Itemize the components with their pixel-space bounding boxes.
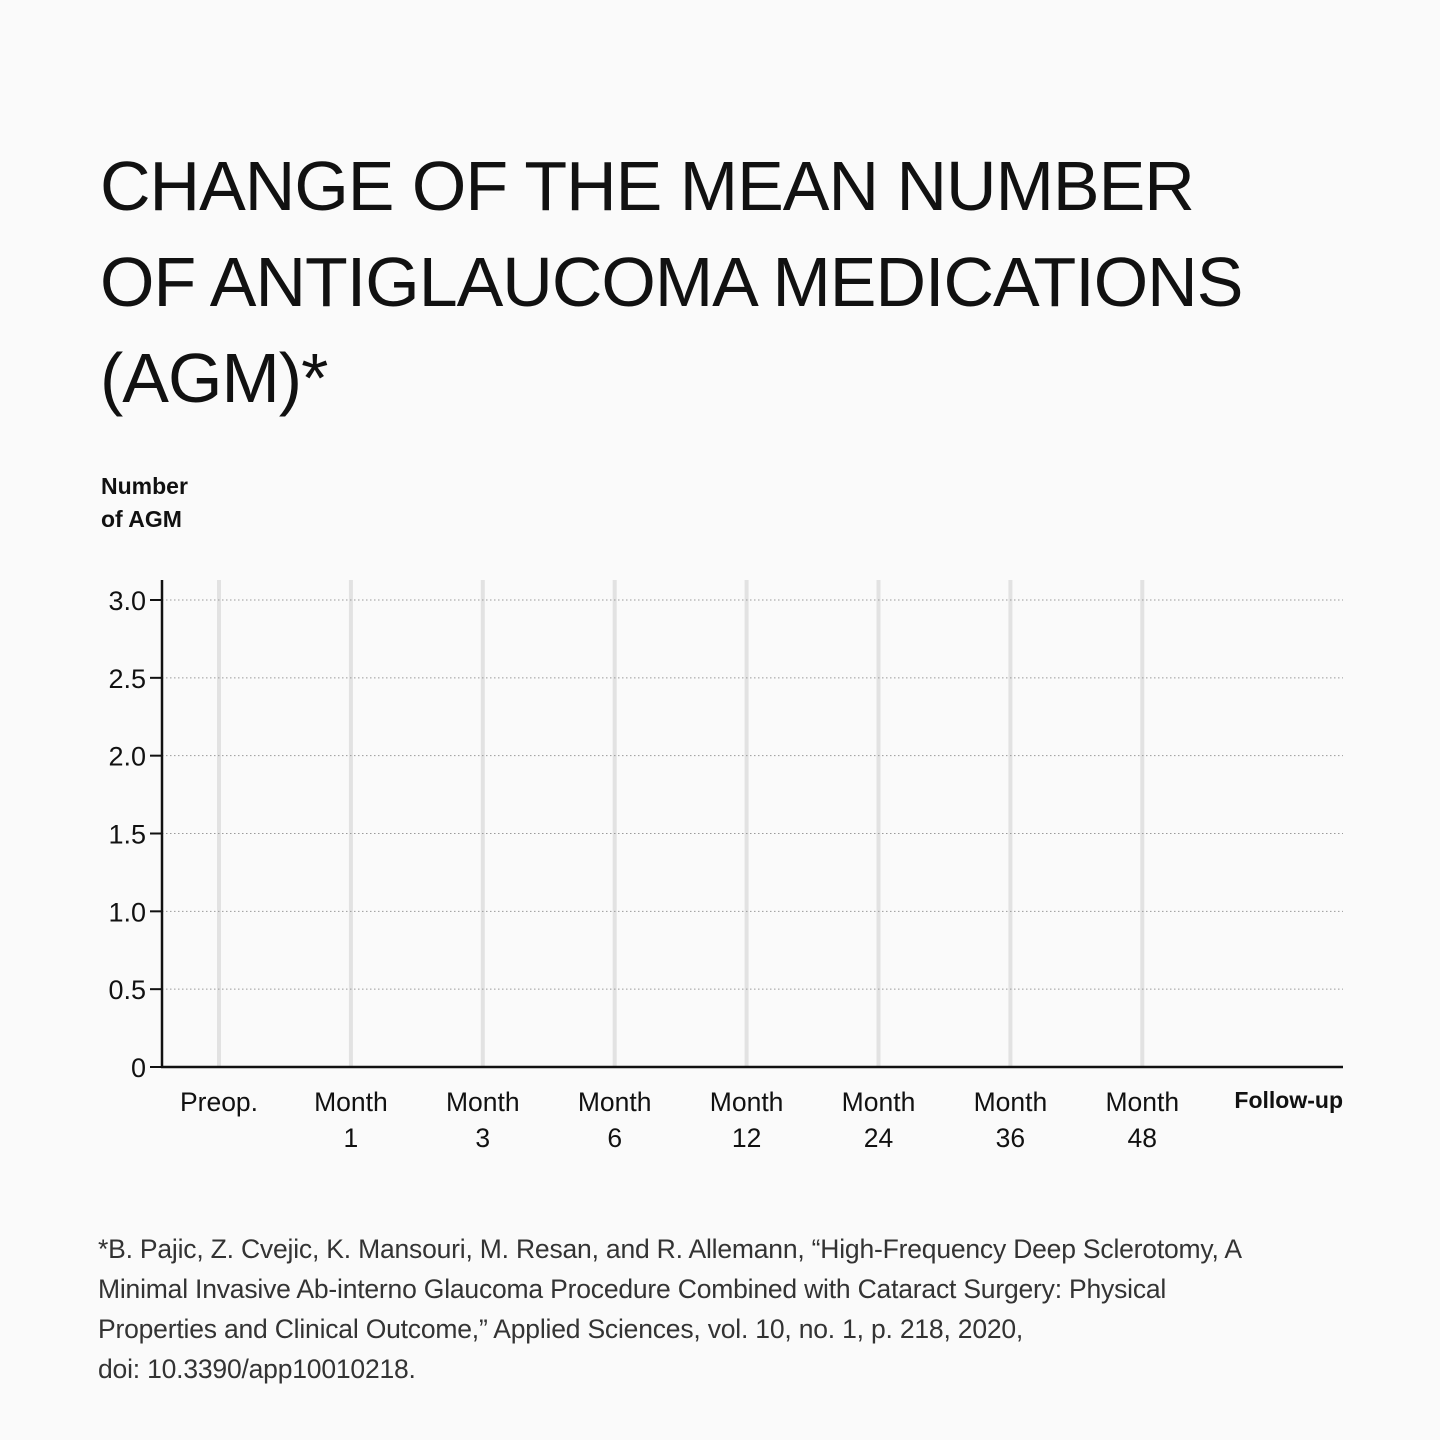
footnote-line: Minimal Invasive Ab-interno Glaucoma Pro…: [98, 1274, 1167, 1304]
x-tick-label-line: 48: [1128, 1123, 1157, 1153]
x-tick-label: Month 1: [314, 1087, 388, 1153]
y-tick-label: 0.5: [108, 975, 146, 1005]
chart-title: CHANGE OF THE MEAN NUMBER OF ANTIGLAUCOM…: [100, 138, 1360, 426]
x-tick-label-line: Month: [578, 1087, 652, 1117]
x-tick-label: Month 36: [974, 1087, 1048, 1153]
x-tick-label: Month 12: [710, 1087, 784, 1153]
y-tick-label: 0: [131, 1053, 146, 1083]
x-tick-label-line: 3: [475, 1123, 490, 1153]
footnote-line: doi: 10.3390/app10010218.: [98, 1354, 416, 1384]
y-tick-label: 3.0: [108, 586, 146, 616]
x-tick-label-line: 12: [732, 1123, 761, 1153]
x-tick-label-line: Month: [446, 1087, 520, 1117]
y-axis-label-line: Number: [101, 473, 188, 499]
x-tick-label-line: 36: [996, 1123, 1025, 1153]
x-tick-label-line: Month: [974, 1087, 1048, 1117]
x-tick-label-line: Month: [314, 1087, 388, 1117]
y-tick-label: 1.5: [108, 820, 146, 850]
x-axis-label: Follow-up: [1234, 1087, 1343, 1113]
footnote-line: *B. Pajic, Z. Cvejic, K. Mansouri, M. Re…: [98, 1234, 1242, 1264]
footnote-line: Properties and Clinical Outcome,” Applie…: [98, 1314, 1024, 1344]
y-axis-label: Number of AGM: [101, 470, 188, 536]
chart-title-line: OF ANTIGLAUCOMA MEDICATIONS: [100, 243, 1243, 321]
x-tick-label-line: Preop.: [180, 1087, 258, 1117]
chart-title-line: (AGM)*: [100, 339, 328, 417]
x-tick-label: Month 24: [842, 1087, 916, 1153]
x-tick-label-line: 1: [344, 1123, 359, 1153]
y-tick-label: 2.0: [108, 742, 146, 772]
x-tick-label-line: Month: [842, 1087, 916, 1117]
x-tick-label-line: Month: [710, 1087, 784, 1117]
x-tick-label: Month 3: [446, 1087, 520, 1153]
x-tick-label: Preop.: [180, 1087, 258, 1117]
x-tick-label-line: 24: [864, 1123, 893, 1153]
chart-title-line: CHANGE OF THE MEAN NUMBER: [100, 147, 1195, 225]
y-axis-label-line: of AGM: [101, 506, 182, 532]
y-tick-label: 1.0: [108, 897, 146, 927]
x-tick-label-line: Month: [1105, 1087, 1179, 1117]
citation-footnote: *B. Pajic, Z. Cvejic, K. Mansouri, M. Re…: [98, 1229, 1398, 1389]
x-tick-label-line: 6: [607, 1123, 622, 1153]
x-tick-label: Month 48: [1105, 1087, 1179, 1153]
y-tick-label: 2.5: [108, 664, 146, 694]
x-tick-label: Month 6: [578, 1087, 652, 1153]
